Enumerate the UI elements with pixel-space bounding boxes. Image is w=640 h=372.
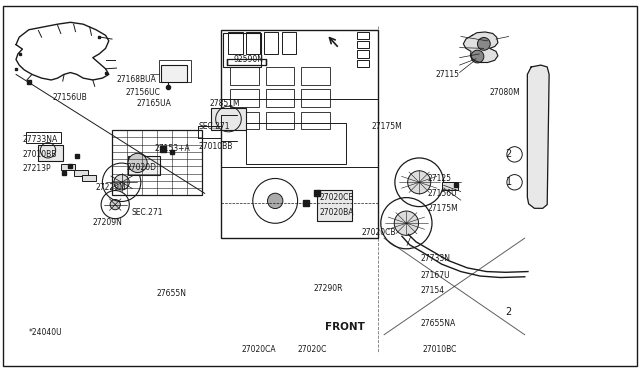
Circle shape — [408, 171, 431, 194]
Circle shape — [268, 193, 283, 209]
Text: 27213P: 27213P — [22, 164, 51, 173]
Text: 27165UA: 27165UA — [136, 99, 171, 108]
Text: 27115: 27115 — [435, 70, 460, 79]
Text: 2: 2 — [506, 150, 512, 159]
Bar — [112, 130, 202, 195]
Bar — [317, 190, 352, 221]
Circle shape — [128, 153, 147, 173]
Bar — [161, 65, 187, 82]
Circle shape — [477, 38, 490, 50]
Bar — [230, 89, 259, 107]
Bar — [282, 32, 296, 54]
Bar — [221, 30, 378, 238]
Bar — [61, 164, 75, 170]
Circle shape — [471, 50, 484, 63]
Text: 27156U: 27156U — [428, 189, 457, 198]
Text: 27156UC: 27156UC — [125, 88, 160, 97]
Bar — [38, 145, 63, 161]
Bar — [82, 175, 96, 181]
Text: 27655N: 27655N — [157, 289, 187, 298]
Text: 27125: 27125 — [428, 174, 452, 183]
Text: 27733NA: 27733NA — [22, 135, 58, 144]
Text: 27167U: 27167U — [420, 271, 450, 280]
Text: 27010BC: 27010BC — [422, 345, 457, 354]
Bar — [357, 50, 369, 58]
Bar — [301, 67, 330, 85]
Text: FRONT: FRONT — [325, 322, 365, 331]
Circle shape — [114, 174, 129, 190]
Bar — [228, 32, 243, 54]
Text: 27154: 27154 — [420, 286, 445, 295]
Text: 2: 2 — [506, 308, 512, 317]
Text: 27153+A: 27153+A — [155, 144, 191, 153]
Polygon shape — [527, 65, 549, 208]
Text: 27175M: 27175M — [371, 122, 402, 131]
Circle shape — [394, 211, 419, 235]
Bar — [442, 182, 458, 190]
Text: 1: 1 — [506, 177, 512, 187]
Bar — [266, 89, 294, 107]
Bar — [357, 41, 369, 48]
Text: 27851M: 27851M — [210, 99, 241, 108]
Text: 27080M: 27080M — [490, 88, 520, 97]
Text: 27655NA: 27655NA — [420, 319, 456, 328]
Bar — [211, 108, 246, 130]
Bar — [74, 170, 88, 176]
Text: 27020D: 27020D — [127, 163, 157, 172]
Polygon shape — [463, 32, 498, 62]
Bar — [301, 112, 330, 129]
Bar — [246, 123, 346, 164]
Text: 27010BB: 27010BB — [22, 150, 57, 159]
Bar — [230, 67, 259, 85]
Text: 27168BUA: 27168BUA — [116, 76, 156, 84]
Text: 27020BA: 27020BA — [320, 208, 355, 217]
Text: 27229M: 27229M — [96, 183, 127, 192]
Bar — [357, 60, 369, 67]
Bar — [230, 112, 259, 129]
Text: 27020CA: 27020CA — [242, 345, 276, 354]
Text: SEC.271: SEC.271 — [198, 122, 230, 131]
Text: 27290R: 27290R — [314, 284, 343, 293]
Bar — [227, 59, 266, 65]
Bar — [301, 89, 330, 107]
Text: *24040U: *24040U — [29, 328, 63, 337]
Circle shape — [110, 199, 120, 210]
Text: 27175M: 27175M — [428, 204, 458, 213]
Text: 27020C: 27020C — [298, 345, 327, 354]
Bar — [357, 32, 369, 39]
Bar — [159, 60, 191, 82]
Bar — [266, 67, 294, 85]
Text: 27020CB: 27020CB — [320, 193, 355, 202]
Text: 27156UB: 27156UB — [52, 93, 87, 102]
Bar — [128, 156, 160, 175]
Text: SEC.271: SEC.271 — [132, 208, 163, 217]
Text: 27733N: 27733N — [420, 254, 451, 263]
Text: 27010BB: 27010BB — [198, 142, 233, 151]
Bar — [266, 112, 294, 129]
Bar — [264, 32, 278, 54]
Text: 27209N: 27209N — [93, 218, 123, 227]
Text: 92590N: 92590N — [234, 55, 264, 64]
Text: 27020CB: 27020CB — [362, 228, 396, 237]
Bar — [246, 32, 260, 54]
Bar — [223, 33, 261, 67]
Bar — [26, 132, 61, 143]
